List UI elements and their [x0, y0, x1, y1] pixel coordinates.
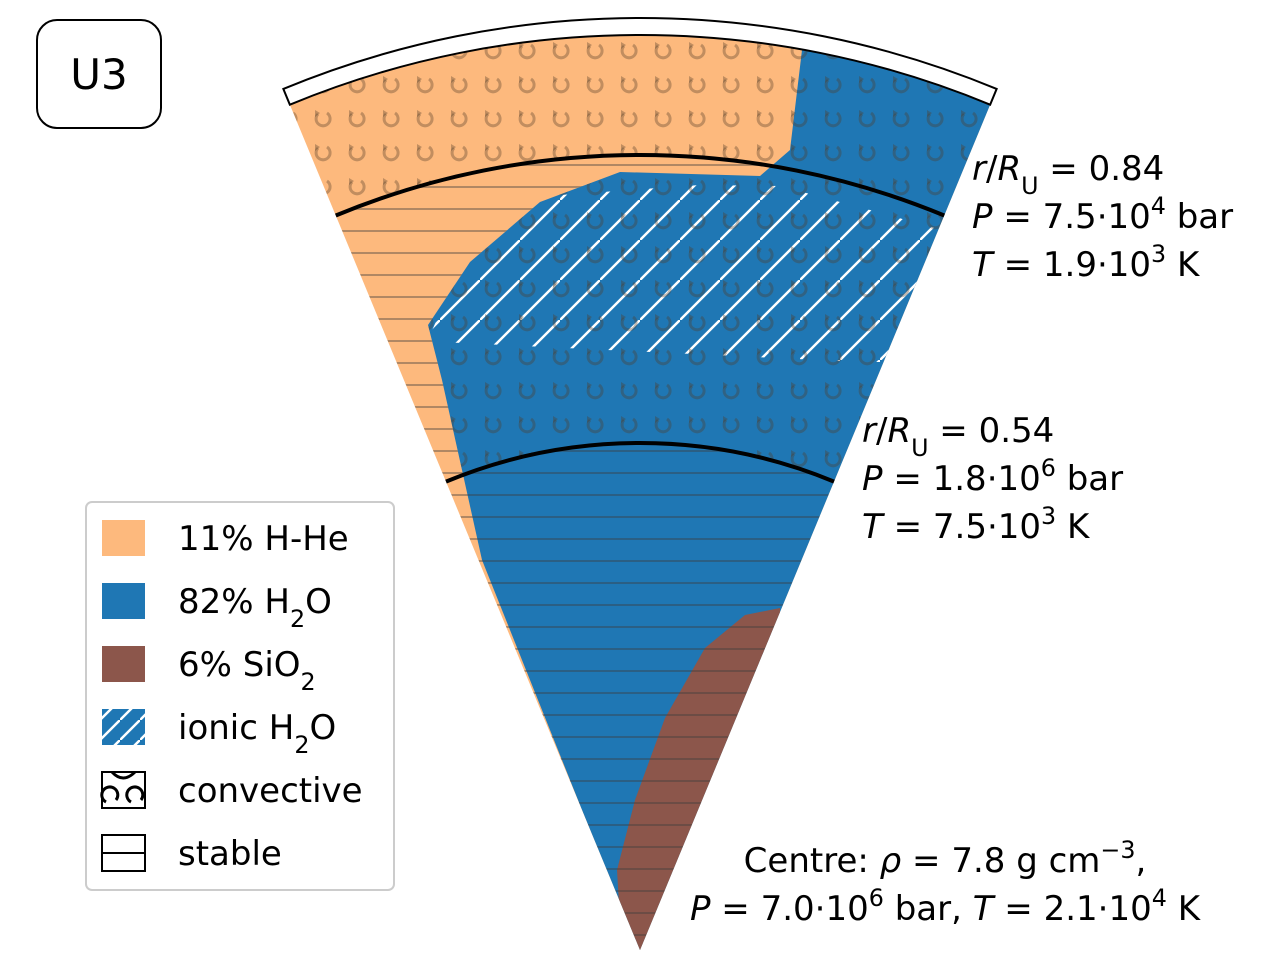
text-segment: U — [911, 434, 928, 462]
text-segment: 11% H-He — [178, 519, 349, 559]
legend-icon — [100, 770, 145, 804]
legend-swatch — [102, 646, 145, 682]
text-segment: bar — [1056, 459, 1123, 499]
boundary-arc — [335, 153, 945, 218]
text-segment: = 7.0·10 — [711, 889, 869, 929]
label-line: 82% H2O — [178, 582, 332, 633]
legend-entry — [100, 770, 146, 809]
text-segment: = 1.9·10 — [993, 245, 1151, 285]
label-line: stable — [178, 834, 282, 874]
label-line: r/RU = 0.84 — [972, 149, 1164, 200]
text-segment: T — [973, 889, 996, 929]
text-segment: P — [690, 889, 711, 929]
text-segment: bar — [1166, 197, 1233, 237]
legend-entry — [102, 520, 145, 556]
text-segment: 6 — [1041, 454, 1056, 482]
legend-entry — [101, 834, 146, 872]
text-segment: r — [972, 149, 988, 189]
text-segment: = 7.5·10 — [993, 197, 1151, 237]
label-line: 11% H-He — [178, 519, 349, 559]
legend-swatch — [102, 520, 145, 556]
text-segment: = 7.5·10 — [883, 507, 1041, 547]
label-line: T = 7.5·103 K — [862, 502, 1091, 547]
text-segment: = 1.8·10 — [883, 459, 1041, 499]
text-segment: K — [1166, 245, 1201, 285]
text-segment: K — [1056, 507, 1091, 547]
text-segment: R — [887, 411, 911, 451]
text-segment: = 0.84 — [1039, 149, 1165, 189]
text-segment: O — [305, 582, 332, 622]
label-line: 6% SiO2 — [178, 645, 316, 696]
text-segment: 3 — [1041, 502, 1056, 530]
text-segment: = 0.54 — [929, 411, 1055, 451]
text-segment: bar, — [884, 889, 973, 929]
legend-entry — [102, 583, 145, 619]
text-segment: 6% SiO — [178, 645, 301, 685]
text-segment: R — [997, 149, 1021, 189]
text-segment: ρ — [880, 841, 902, 881]
outer-rim — [282, 17, 998, 106]
label-line: ionic H2O — [178, 708, 336, 759]
text-segment: 2 — [290, 605, 305, 633]
text-segment: / — [986, 149, 998, 189]
text-segment: , — [1136, 841, 1147, 881]
text-segment: 2 — [301, 668, 316, 696]
text-segment: 4 — [1152, 884, 1167, 912]
text-segment: / — [876, 411, 888, 451]
text-segment: P — [862, 459, 883, 499]
label-line: r/RU = 0.54 — [862, 411, 1054, 462]
text-segment: 3 — [1151, 240, 1166, 268]
text-segment: ionic H — [178, 708, 294, 748]
text-segment: 4 — [1151, 192, 1166, 220]
text-segment: convective — [178, 771, 363, 811]
legend-swatch-hatch — [102, 709, 145, 745]
label-line: Centre: ρ = 7.8 g cm−3, — [744, 836, 1147, 881]
legend-entry — [102, 646, 145, 682]
stable-zone — [445, 442, 835, 950]
label-line: convective — [178, 771, 363, 811]
text-segment: Centre: — [744, 841, 880, 881]
panel-box — [36, 19, 162, 129]
text-segment: r — [862, 411, 878, 451]
text-segment: stable — [178, 834, 282, 874]
text-segment: P — [972, 197, 993, 237]
text-segment: −3 — [1100, 836, 1135, 864]
text-segment: U — [1021, 172, 1038, 200]
text-segment: T — [972, 245, 995, 285]
label-line: P = 7.0·106 bar, T = 2.1·104 K — [690, 884, 1202, 929]
text-segment: 2 — [294, 731, 309, 759]
label-line: T = 1.9·103 K — [972, 240, 1201, 285]
legend-box — [85, 501, 395, 891]
label-line: P = 1.8·106 bar — [862, 454, 1123, 499]
text-segment: O — [309, 708, 336, 748]
boundary-arc — [445, 441, 835, 484]
panel-label: U3 — [70, 50, 127, 99]
text-segment: T — [862, 507, 885, 547]
text-segment: K — [1167, 889, 1202, 929]
text-segment: 6 — [869, 884, 884, 912]
convective-zone — [289, 35, 991, 216]
text-segment: = 7.8 g cm — [901, 841, 1100, 881]
text-segment: 82% H — [178, 582, 290, 622]
legend-swatch — [102, 583, 145, 619]
text-segment: = 2.1·10 — [994, 889, 1152, 929]
stable-zone — [335, 155, 945, 482]
label-line: P = 7.5·104 bar — [972, 192, 1233, 237]
legend-entry — [102, 709, 145, 745]
